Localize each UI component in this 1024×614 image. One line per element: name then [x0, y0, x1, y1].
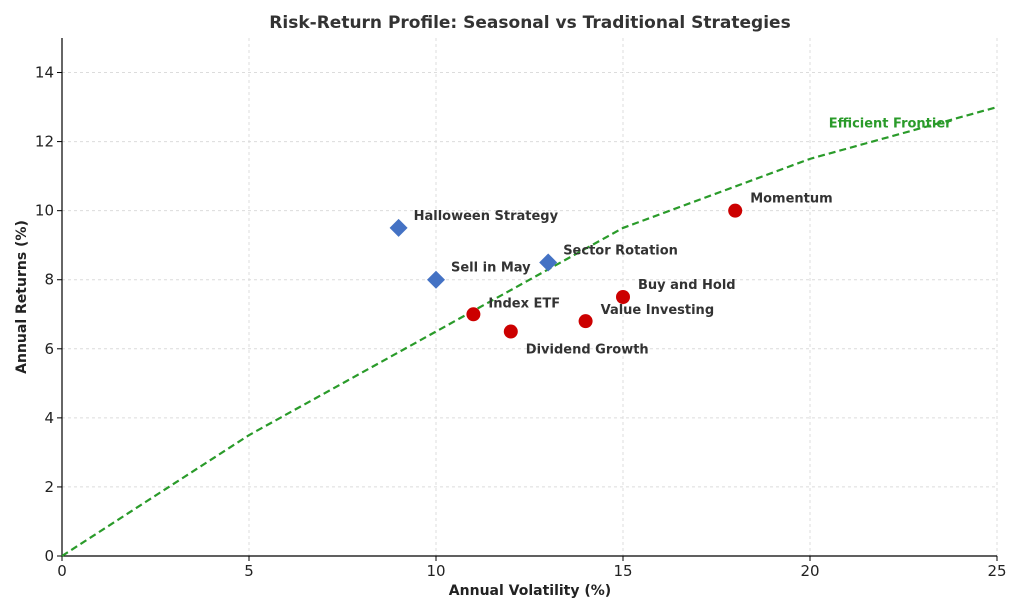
point-label: Value Investing	[601, 303, 715, 318]
data-points: Halloween Strategy Sell in May Sector Rota…	[389, 192, 833, 358]
point-label: Index ETF	[488, 296, 560, 311]
x-tick-label: 0	[57, 562, 67, 580]
x-tick-label: 10	[426, 562, 445, 580]
y-tick-label: 6	[44, 340, 54, 358]
diamond-marker	[427, 270, 445, 289]
frontier-line	[61, 106, 998, 557]
circle-marker	[728, 203, 743, 218]
point-label: Buy and Hold	[638, 278, 736, 293]
frontier-label: Efficient Frontier	[829, 117, 952, 132]
y-tick-label: 4	[44, 409, 54, 427]
x-axis-label: Annual Volatility (%)	[449, 583, 611, 599]
x-tick-label: 15	[613, 562, 632, 580]
point-label: Dividend Growth	[526, 343, 649, 358]
circle-marker	[466, 307, 481, 322]
point-label: Momentum	[750, 192, 833, 207]
efficient-frontier: Efficient Frontier	[61, 106, 998, 557]
y-tick-label: 10	[35, 202, 54, 220]
x-tick-label: 20	[800, 562, 819, 580]
diamond-marker	[389, 218, 408, 237]
y-tick-label: 12	[35, 133, 54, 151]
x-tick-label: 5	[244, 562, 254, 580]
point-label: Halloween Strategy	[414, 209, 559, 224]
chart-title: Risk-Return Profile: Seasonal vs Traditi…	[269, 13, 790, 33]
y-tick-label: 8	[44, 271, 54, 289]
y-axis-label: Annual Returns (%)	[14, 220, 30, 374]
point-label: Sector Rotation	[563, 243, 678, 258]
circle-marker	[503, 324, 518, 339]
x-tick-label: 25	[987, 562, 1006, 580]
point-label: Sell in May	[451, 261, 531, 276]
y-tick-label: 0	[44, 547, 54, 565]
diamond-marker	[539, 253, 558, 272]
circle-marker	[578, 314, 593, 329]
circle-marker	[616, 290, 630, 304]
y-tick-label: 14	[35, 64, 54, 82]
axes: 0 5 10 15 20 25 0 2 4 6 8 10 12 14	[35, 38, 1007, 580]
y-tick-label: 2	[44, 478, 54, 496]
